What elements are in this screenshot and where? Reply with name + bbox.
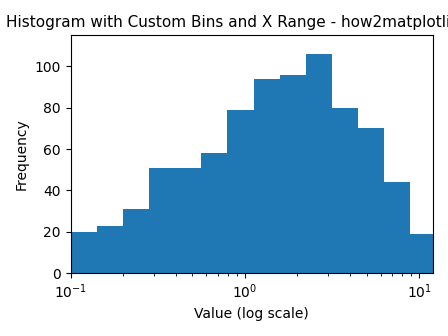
- Bar: [384, 182, 410, 273]
- Bar: [306, 54, 332, 273]
- Bar: [410, 234, 437, 273]
- Bar: [280, 75, 306, 273]
- Bar: [123, 209, 149, 273]
- Bar: [254, 79, 280, 273]
- Bar: [332, 108, 358, 273]
- Y-axis label: Frequency: Frequency: [15, 118, 29, 190]
- Bar: [71, 232, 97, 273]
- Bar: [149, 168, 175, 273]
- Title: Histogram with Custom Bins and X Range - how2matplotlib.com: Histogram with Custom Bins and X Range -…: [6, 15, 448, 30]
- Bar: [358, 128, 384, 273]
- Bar: [437, 257, 448, 273]
- Bar: [97, 225, 123, 273]
- Bar: [175, 168, 201, 273]
- X-axis label: Value (log scale): Value (log scale): [194, 307, 309, 321]
- Bar: [201, 153, 228, 273]
- Bar: [228, 110, 254, 273]
